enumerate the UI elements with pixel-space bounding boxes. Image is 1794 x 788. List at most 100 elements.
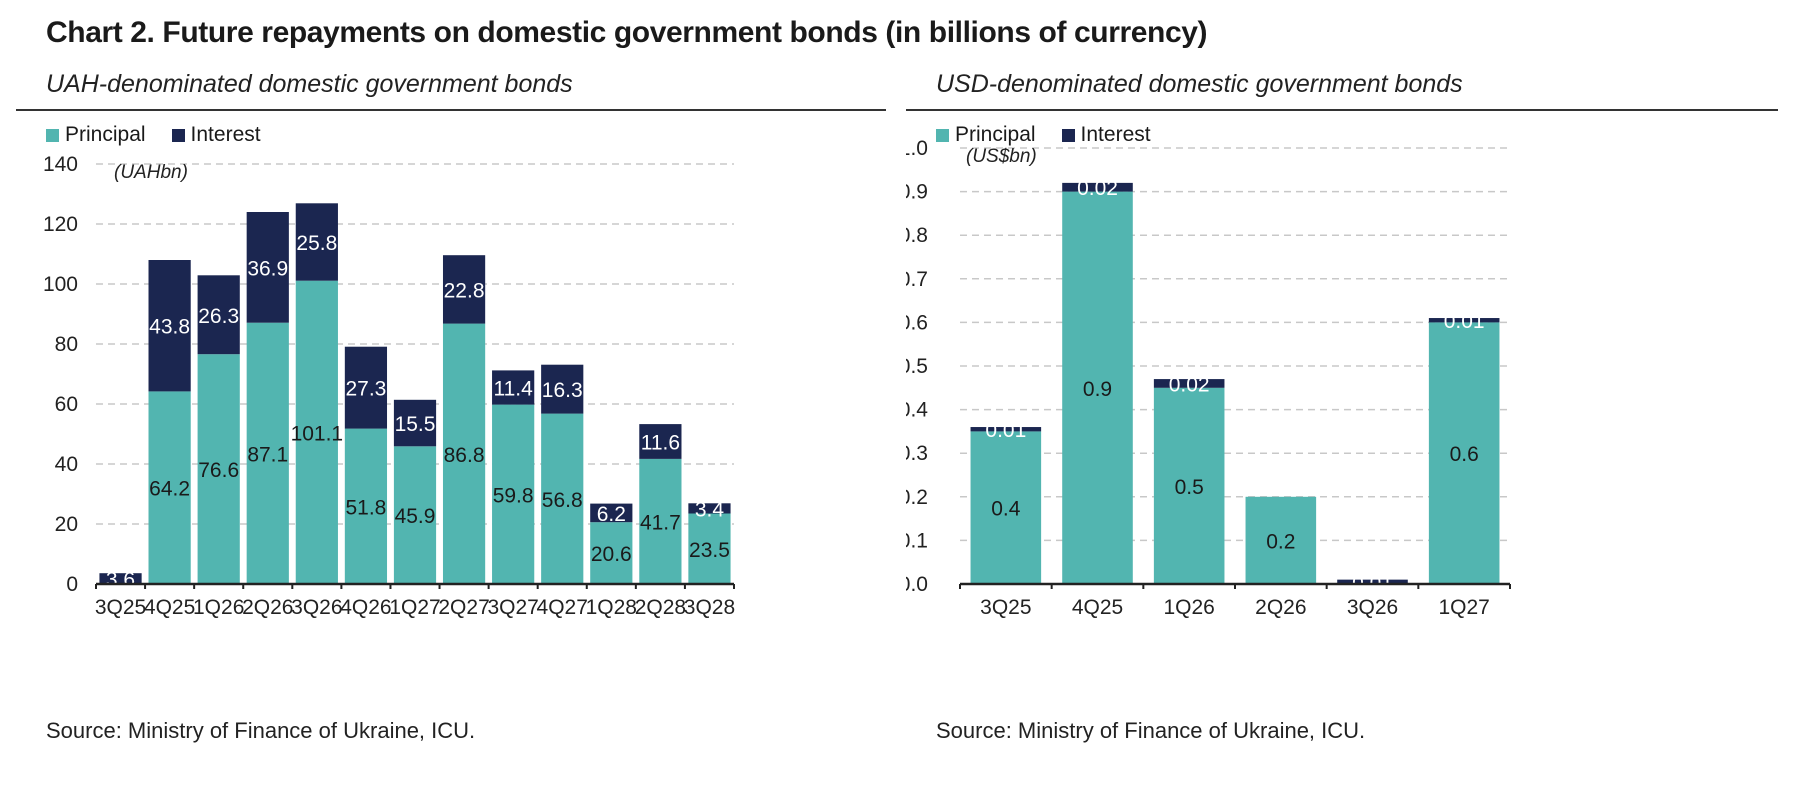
- uah-label-interest-1Q28: 6.2: [597, 503, 626, 526]
- usd-bar-interest-3Q26: [1337, 579, 1408, 584]
- usd-bar-interest-1Q26: [1153, 379, 1225, 388]
- usd-x-tick-label-1Q27: 1Q27: [1438, 596, 1489, 619]
- usd-y-tick-label: 0.8: [906, 224, 928, 247]
- uah-label-principal-4Q25: 64.2: [149, 478, 190, 501]
- uah-bar-interest-3Q26: [295, 203, 338, 281]
- usd-bar-principal-3Q25: [970, 431, 1042, 584]
- uah-source-note: Source: Ministry of Finance of Ukraine, …: [46, 718, 476, 743]
- usd-bar-interest-3Q25: [970, 427, 1042, 432]
- uah-x-tick-label-3Q25: 3Q25: [95, 596, 146, 619]
- usd-label-principal-1Q27: 0.6: [1450, 443, 1479, 466]
- usd-bar-interest-4Q25: [1062, 182, 1133, 192]
- usd-y-tick-label: 0.4: [906, 399, 928, 422]
- uah-label-interest-3Q27: 11.4: [493, 378, 533, 401]
- usd-label-principal-2Q26: 0.2: [1266, 530, 1295, 553]
- usd-legend-interest-label: Interest: [1080, 123, 1151, 146]
- usd-x-tick-label-3Q25: 3Q25: [980, 596, 1031, 619]
- uah-x-tick-label-1Q28: 1Q28: [586, 596, 637, 619]
- uah-bar-principal-4Q25: [148, 391, 191, 584]
- uah-bar-principal-1Q28: [590, 522, 633, 584]
- uah-label-principal-4Q26: 51.8: [345, 496, 386, 519]
- usd-y-tick-label: 1.0: [906, 137, 928, 160]
- usd-label-interest-1Q27: 0.01: [1444, 310, 1485, 333]
- uah-bar-interest-3Q27: [492, 370, 535, 405]
- uah-legend: Principal Interest: [46, 120, 287, 150]
- uah-label-principal-2Q27: 86.8: [444, 444, 485, 467]
- usd-legend: Principal Interest: [936, 120, 1177, 150]
- uah-bar-principal-4Q27: [541, 413, 584, 584]
- uah-label-principal-2Q28: 41.7: [640, 511, 681, 534]
- usd-x-tick-label-2Q26: 2Q26: [1255, 596, 1306, 619]
- uah-bar-principal-4Q26: [344, 428, 388, 584]
- usd-y-tick-label: 0.0: [906, 573, 928, 596]
- uah-y-tick-label: 40: [55, 453, 78, 476]
- usd-bar-interest-1Q27: [1428, 318, 1500, 323]
- usd-y-tick-label: 0.9: [906, 181, 928, 204]
- uah-label-principal-3Q28: 23.5: [689, 539, 730, 562]
- usd-x-tick-label-1Q26: 1Q26: [1163, 596, 1214, 619]
- usd-legend-principal: Principal: [936, 123, 1036, 147]
- uah-label-principal-1Q28: 20.6: [591, 543, 632, 566]
- uah-label-interest-4Q25: 43.8: [149, 316, 190, 339]
- uah-chart-panel: UAH-denominated domestic government bond…: [16, 62, 886, 762]
- interest-swatch: [171, 128, 185, 142]
- usd-label-principal-1Q26: 0.5: [1175, 476, 1204, 499]
- uah-label-interest-3Q28: 3.4: [695, 498, 725, 521]
- uah-bar-interest-2Q26: [246, 212, 289, 323]
- usd-y-tick-label: 0.3: [906, 442, 928, 465]
- uah-label-interest-4Q26: 27.3: [345, 378, 386, 401]
- uah-x-tick-label-2Q26: 2Q26: [242, 596, 293, 619]
- uah-bar-chart: 0 20 40 60 80 100 120 140 (UAHbn) 3.6 3Q25 64.2 43.8…: [43, 153, 735, 619]
- uah-bar-principal-2Q26: [246, 322, 289, 584]
- usd-bar-principal-1Q27: [1428, 322, 1500, 584]
- usd-label-principal-3Q25: 0.4: [991, 498, 1021, 521]
- uah-x-tick-label-1Q26: 1Q26: [193, 596, 244, 619]
- uah-bar-interest-4Q26: [344, 346, 388, 429]
- uah-bar-principal-3Q28: [688, 513, 731, 584]
- uah-chart-subtitle: UAH-denominated domestic government bond…: [46, 70, 573, 98]
- usd-panel-divider: [906, 109, 1778, 111]
- usd-x-tick-label-3Q26: 3Q26: [1347, 596, 1398, 619]
- usd-y-tick-label: 0.1: [906, 529, 928, 552]
- uah-label-interest-4Q27: 16.3: [542, 379, 583, 402]
- usd-label-principal-4Q25: 0.9: [1083, 378, 1112, 401]
- usd-x-tick-label-4Q25: 4Q25: [1072, 596, 1123, 619]
- usd-label-interest-3Q25: 0.01: [985, 419, 1026, 442]
- usd-unit-label: (US$bn): [966, 146, 1037, 167]
- uah-panel-divider: [16, 109, 886, 111]
- uah-bar-principal-1Q26: [197, 354, 240, 584]
- uah-label-interest-1Q26: 26.3: [198, 305, 239, 328]
- uah-legend-principal-label: Principal: [65, 123, 146, 146]
- uah-label-principal-3Q26: 101.1: [291, 422, 344, 445]
- usd-label-interest-4Q25: 0.02: [1077, 177, 1118, 200]
- uah-label-interest-3Q25: 3.6: [106, 569, 135, 592]
- uah-x-tick-label-2Q27: 2Q27: [438, 596, 489, 619]
- uah-x-tick-label-4Q26: 4Q26: [340, 596, 391, 619]
- principal-swatch: [936, 128, 949, 142]
- uah-bar-principal-1Q27: [393, 446, 437, 584]
- usd-chart-subtitle: USD-denominated domestic government bond…: [936, 70, 1463, 98]
- uah-x-tick-label-1Q27: 1Q27: [389, 596, 440, 619]
- uah-legend-principal: Principal: [46, 123, 146, 147]
- uah-label-interest-1Q27: 15.5: [395, 413, 436, 436]
- usd-y-tick-label: 0.2: [906, 486, 928, 509]
- uah-legend-interest: Interest: [171, 123, 261, 147]
- usd-bar-principal-2Q26: [1245, 496, 1317, 584]
- uah-y-tick-label: 100: [43, 273, 78, 296]
- uah-bar-interest-3Q28: [688, 503, 731, 514]
- usd-bar-principal-4Q25: [1062, 191, 1133, 584]
- uah-y-tick-label: 80: [55, 333, 78, 356]
- uah-label-principal-4Q27: 56.8: [542, 489, 583, 512]
- uah-bar-principal-2Q27: [442, 323, 486, 584]
- uah-unit-label: (UAHbn): [114, 162, 188, 183]
- uah-x-tick-label-3Q26: 3Q26: [291, 596, 342, 619]
- uah-label-interest-2Q26: 36.9: [247, 257, 288, 280]
- uah-x-tick-label-3Q27: 3Q27: [487, 596, 538, 619]
- uah-x-tick-label-3Q28: 3Q28: [684, 596, 735, 619]
- uah-x-tick-label-4Q25: 4Q25: [144, 596, 195, 619]
- usd-legend-principal-label: Principal: [955, 123, 1036, 146]
- uah-bar-principal-3Q27: [492, 404, 535, 584]
- uah-label-principal-1Q27: 45.9: [395, 505, 436, 528]
- uah-y-tick-label: 140: [43, 153, 78, 176]
- uah-legend-interest-label: Interest: [190, 123, 261, 146]
